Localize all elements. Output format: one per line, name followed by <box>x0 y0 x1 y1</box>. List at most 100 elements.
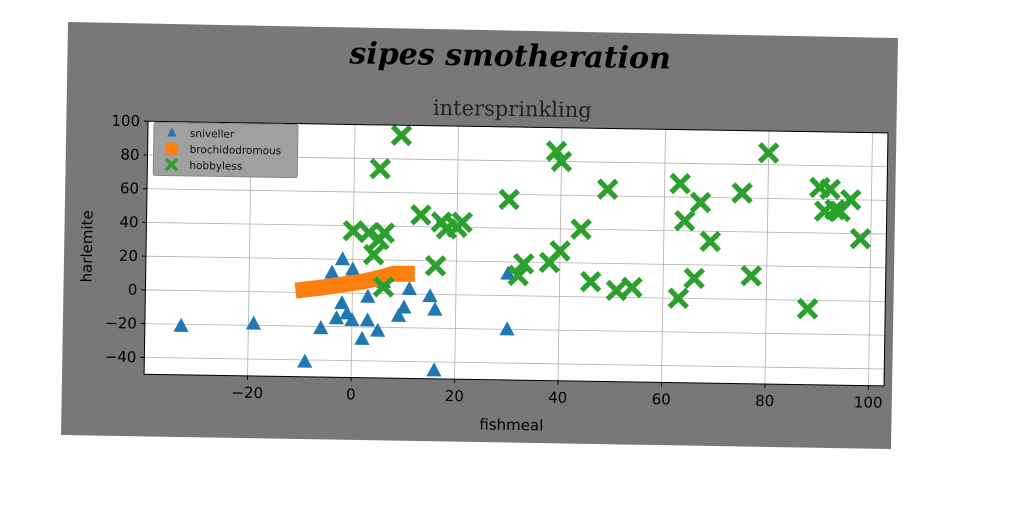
x-stroke <box>740 265 762 287</box>
x-stroke <box>372 276 395 298</box>
x-stroke <box>596 178 619 200</box>
point-sniveller <box>334 251 351 266</box>
x-stroke <box>689 191 712 214</box>
x-stroke <box>819 178 841 200</box>
x-stroke <box>410 204 432 226</box>
x-stroke <box>757 142 780 164</box>
x-tick-label: 20 <box>445 387 464 405</box>
point-hobbyless <box>839 188 862 211</box>
series-line-brochidodromous <box>294 265 415 299</box>
point-hobbyless <box>570 218 592 241</box>
x-stroke <box>849 228 872 250</box>
chart-title: intersprinkling <box>433 96 592 122</box>
x-stroke <box>731 182 753 204</box>
y-tick-label: 60 <box>120 179 139 197</box>
point-sniveller <box>345 261 361 276</box>
y-gridline <box>144 356 885 370</box>
y-tick-label: 80 <box>120 146 139 164</box>
x-stroke <box>669 173 691 195</box>
plot-frame <box>143 120 889 387</box>
x-stroke <box>369 158 392 180</box>
point-hobbyless <box>579 270 602 293</box>
y-tick-label: 40 <box>119 213 138 231</box>
point-sniveller <box>360 288 376 303</box>
point-sniveller <box>390 307 407 322</box>
legend-marker-brochidodromous <box>165 142 178 155</box>
x-tick-label: 100 <box>854 393 883 411</box>
point-hobbyless <box>369 157 392 180</box>
point-hobbyless <box>621 276 643 299</box>
y-gridline <box>145 255 886 269</box>
point-sniveller <box>499 321 515 336</box>
point-sniveller <box>297 353 313 368</box>
point-hobbyless <box>545 140 568 163</box>
data-marks <box>173 124 872 377</box>
point-sniveller <box>173 317 189 333</box>
point-hobbyless <box>849 227 872 250</box>
x-tick-label: 0 <box>346 385 356 403</box>
point-sniveller <box>500 265 516 280</box>
x-gridline <box>350 124 356 378</box>
y-gridline <box>146 222 887 235</box>
x-stroke <box>507 264 530 287</box>
x-stroke <box>373 222 396 244</box>
x-stroke <box>683 267 706 289</box>
point-hobbyless <box>342 219 365 242</box>
x-stroke <box>673 210 696 232</box>
point-hobbyless <box>689 191 712 214</box>
point-hobbyless <box>796 297 819 320</box>
legend: sniveller brochidodromous hobbyless <box>152 121 299 179</box>
x-stroke <box>621 276 643 299</box>
point-hobbyless <box>549 240 571 262</box>
point-hobbyless <box>451 211 474 234</box>
point-hobbyless <box>550 150 573 173</box>
x-stroke <box>512 253 535 275</box>
x-stroke <box>839 189 862 211</box>
legend-box <box>152 121 299 179</box>
x-stroke <box>362 244 385 266</box>
point-sniveller <box>245 315 262 330</box>
y-tick-label: 20 <box>119 247 138 265</box>
y-tick-label: −40 <box>105 348 137 366</box>
y-gridline <box>145 289 886 302</box>
x-stroke <box>699 230 722 253</box>
x-stroke <box>549 240 571 262</box>
point-hobbyless <box>669 172 691 195</box>
x-gridline <box>454 126 459 380</box>
point-hobbyless <box>373 222 396 244</box>
point-hobbyless <box>605 279 628 302</box>
x-stroke <box>605 279 628 302</box>
point-sniveller <box>422 288 438 303</box>
legend-label-brochidodromous: brochidodromous <box>190 144 282 157</box>
x-stroke <box>550 150 573 173</box>
point-hobbyless <box>596 178 619 201</box>
y-tick-label: −20 <box>105 314 137 332</box>
point-hobbyless <box>667 287 690 310</box>
x-gridline <box>868 132 873 386</box>
x-stroke <box>164 157 179 172</box>
x-gridline <box>764 131 770 384</box>
point-hobbyless <box>410 204 432 226</box>
y-gridline <box>144 323 885 336</box>
x-stroke <box>424 255 447 277</box>
x-stroke <box>451 211 474 233</box>
x-tick-label: 40 <box>548 389 567 407</box>
plot-area <box>144 121 888 386</box>
x-axis-label: fishmeal <box>479 416 543 435</box>
point-sniveller <box>324 264 340 279</box>
point-sniveller <box>426 362 442 377</box>
figure-content: sipes smotheration intersprinkling −20 0 2… <box>78 36 889 435</box>
x-tick-label: 60 <box>652 390 671 408</box>
x-stroke <box>570 218 592 240</box>
x-tick-label: 80 <box>755 392 774 410</box>
point-hobbyless <box>498 188 520 211</box>
point-sniveller <box>401 280 417 296</box>
axis-ticks: −20 0 20 40 60 80 100 −40 −20 0 20 40 60 80 100 <box>105 112 883 412</box>
point-hobbyless <box>819 178 841 201</box>
point-sniveller <box>427 301 443 316</box>
point-sniveller <box>334 295 350 310</box>
point-hobbyless <box>731 182 753 204</box>
point-hobbyless <box>757 142 780 164</box>
x-stroke <box>498 188 520 211</box>
legend-label-hobbyless: hobbyless <box>189 160 242 173</box>
